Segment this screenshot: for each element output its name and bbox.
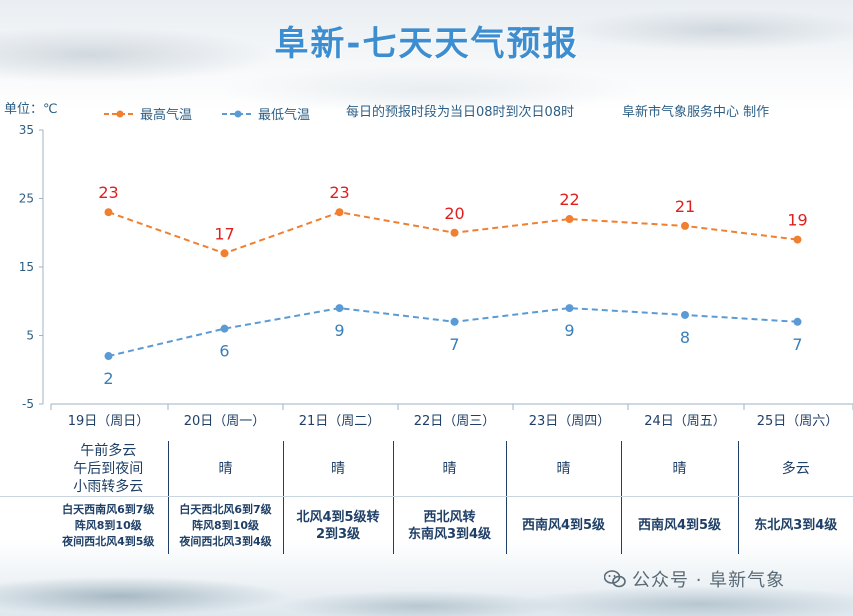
watermark-text: 公众号 · 阜新气象 — [632, 570, 786, 591]
high-temp-point — [450, 228, 459, 237]
wind-cell: 东北风3到4级 — [737, 496, 853, 554]
high-temp-label: 19 — [787, 211, 807, 230]
y-tick-label: 35 — [19, 123, 34, 137]
low-temp-label: 7 — [449, 335, 459, 354]
x-tick-label: 23日（周四） — [529, 414, 611, 429]
wind-cell: 北风4到5级转 2到3级 — [282, 496, 393, 554]
wind-cell: 白天西北风6到7级 阵风8到10级 夜间西北风3到4级 — [167, 496, 283, 554]
wind-cell: 西北风转 东南风3到4级 — [392, 496, 506, 554]
y-tick-label: 15 — [19, 260, 34, 274]
wind-row: 白天西南风6到7级 阵风8到10级 夜间西北风4到5级 白天西北风6到7级 阵风8到10… — [0, 496, 853, 554]
legend-low: 最低气温 — [222, 104, 310, 123]
x-tick-label: 20日（周一） — [184, 414, 266, 429]
condition-cell: 晴 — [620, 441, 738, 497]
low-temp-label: 8 — [680, 328, 690, 347]
condition-row: 午前多云 午后到夜间 小雨转多云晴晴晴晴晴多云 — [0, 441, 853, 497]
x-tick-label: 19日（周日） — [68, 414, 150, 429]
condition-cell: 晴 — [167, 441, 283, 497]
low-temp-label: 9 — [564, 321, 574, 340]
high-temp-label: 23 — [98, 183, 118, 202]
top-mist-decoration — [0, 0, 853, 110]
weather-table: 午前多云 午后到夜间 小雨转多云晴晴晴晴晴多云 白天西南风6到7级 阵风8到10级 夜间… — [0, 441, 853, 554]
legend-high: 最高气温 — [104, 104, 192, 123]
x-tick-label: 25日（周六） — [757, 414, 839, 429]
condition-cell: 午前多云 午后到夜间 小雨转多云 — [0, 441, 168, 497]
wind-cell: 西南风4到5级 — [505, 496, 621, 554]
x-tick-label: 21日（周二） — [299, 414, 381, 429]
high-temp-label: 17 — [214, 224, 234, 243]
high-temp-point — [104, 208, 113, 217]
temperature-chart: 35 25 15 5 -5 19日（周日） 20日（周一） 21日（周二） 22日（周三） 23日… — [19, 123, 853, 429]
low-temp-point — [104, 352, 113, 361]
legend-low-marker-icon — [222, 110, 254, 117]
low-temp-label: 7 — [792, 335, 802, 354]
condition-cell: 多云 — [737, 441, 853, 497]
high-temp-point — [565, 215, 574, 224]
page-title: 阜新-七天天气预报 — [274, 24, 579, 64]
y-tick-label: 25 — [19, 192, 34, 206]
low-temp-label: 2 — [103, 369, 113, 388]
condition-cell: 晴 — [282, 441, 393, 497]
low-temp-label: 6 — [219, 342, 229, 361]
publisher-label: 阜新市气象服务中心 制作 — [622, 105, 770, 120]
low-temp-point — [450, 317, 459, 326]
wind-cell: 西南风4到5级 — [620, 496, 738, 554]
high-temp-point — [220, 249, 229, 258]
bottom-mist-decoration — [0, 556, 853, 616]
wind-cell: 白天西南风6到7级 阵风8到10级 夜间西北风4到5级 — [62, 502, 155, 548]
y-tick-label: -5 — [22, 397, 34, 411]
condition-cell: 晴 — [505, 441, 621, 497]
high-temp-label: 23 — [329, 183, 349, 202]
low-temp-label: 9 — [334, 321, 344, 340]
low-temp-point — [335, 304, 344, 313]
low-temp-point — [565, 304, 574, 313]
legend-high-label: 最高气温 — [140, 108, 193, 123]
y-tick-label: 5 — [26, 329, 34, 343]
watermark: 公众号 · 阜新气象 — [604, 566, 785, 592]
legend-low-label: 最低气温 — [258, 108, 311, 123]
x-tick-label: 24日（周五） — [644, 414, 726, 429]
high-temp-label: 21 — [675, 197, 695, 216]
x-tick-label: 22日（周三） — [414, 414, 496, 429]
legend-high-marker-icon — [104, 110, 136, 117]
high-temp-point — [681, 221, 689, 230]
wechat-icon — [604, 570, 626, 588]
high-temp-point — [335, 208, 344, 217]
high-temp-point — [793, 235, 802, 244]
unit-label: 单位：℃ — [4, 102, 58, 117]
forecast-period-note: 每日的预报时段为当日08时到次日08时 — [346, 105, 575, 120]
low-temp-point — [793, 317, 802, 326]
low-temp-point — [681, 310, 689, 319]
high-temp-label: 22 — [559, 190, 579, 209]
low-temp-point — [220, 324, 229, 333]
high-temp-label: 20 — [444, 204, 464, 223]
condition-cell: 晴 — [392, 441, 506, 497]
